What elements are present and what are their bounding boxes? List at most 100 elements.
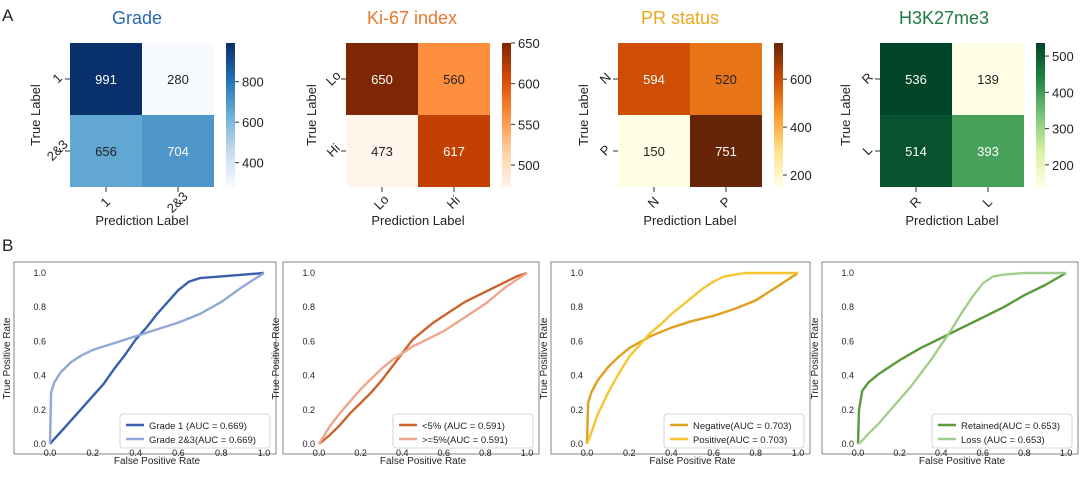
y-tick-label: 0.6 (302, 336, 315, 346)
x-tick-label: P (717, 194, 734, 211)
x-axis-label: False Positive Rate (114, 456, 201, 467)
roc-panel-1: 0.00.0 0.2 0.2 0.4 0.4 0.6 0.6 0.8 0.8 1.0 1.0 Fals… (2, 261, 277, 467)
heatmap-cell (70, 115, 142, 187)
y-tick-label: 0.0 (841, 439, 854, 449)
cell-value-label: 751 (715, 144, 737, 159)
roc-series-line (49, 271, 265, 445)
y-tick-label: 0.8 (570, 302, 583, 312)
heatmap-cell (142, 43, 214, 115)
x-tick-label: L (979, 194, 995, 210)
y-tick-label: 0.6 (33, 336, 46, 346)
x-tick-label: 0.6 (172, 448, 185, 458)
x-tick-label: 0.2 (87, 448, 100, 458)
y-axis-label: True Label (576, 84, 591, 146)
cell-value-label: 594 (643, 72, 665, 87)
legend-entry: Retained(AUC = 0.653) (961, 421, 1060, 432)
x-tick-label: 0.0 (581, 448, 594, 458)
x-tick-label: 0.4 (396, 448, 409, 458)
y-tick-label: 0.8 (33, 302, 46, 312)
colorbar-tick-label: 550 (518, 117, 540, 132)
y-tick-label: Lo (323, 68, 344, 89)
colorbar (226, 43, 235, 187)
legend-box (392, 413, 534, 449)
colorbar (774, 43, 783, 187)
roc-series-line (585, 271, 799, 445)
chart-title: H3K27me3 (899, 8, 989, 28)
x-axis-label: Prediction Label (371, 213, 464, 228)
heatmap-cell (70, 43, 142, 115)
colorbar-tick-label: 400 (1052, 85, 1074, 100)
legend-box (663, 413, 805, 449)
x-tick-label: 0.6 (438, 448, 451, 458)
colorbar (502, 43, 511, 187)
y-axis-label: True Positive Rate (271, 317, 282, 399)
x-tick-label: 0.8 (215, 448, 228, 458)
heatmap-cell (418, 43, 490, 115)
y-tick-label: P (597, 142, 614, 159)
x-axis-label: Prediction Label (95, 213, 188, 228)
colorbar-tick-label: 200 (1052, 158, 1074, 173)
roc-series-line (317, 271, 528, 445)
x-axis-label: Prediction Label (905, 213, 998, 228)
panel-label-b: B (2, 236, 13, 255)
x-tick-label: 1 (97, 194, 113, 210)
y-axis-label: True Label (838, 84, 853, 146)
cell-value-label: 617 (443, 144, 465, 159)
legend-entry: Positive(AUC = 0.703) (693, 435, 787, 446)
y-tick-label: 1.0 (33, 268, 46, 278)
y-tick-label: 2&3 (44, 137, 71, 164)
roc-series-line (857, 271, 1066, 445)
cell-value-label: 473 (371, 144, 393, 159)
x-tick-label: 0.8 (1018, 448, 1031, 458)
cell-value-label: 656 (95, 144, 117, 159)
heatmap-cell (346, 115, 418, 187)
x-tick-label: 0.2 (893, 448, 906, 458)
y-tick-label: 0.4 (570, 371, 583, 381)
roc-panel-3: 0.00.0 0.2 0.2 0.4 0.4 0.6 0.6 0.8 0.8 1.0 1.0 Fals… (539, 261, 811, 467)
cell-value-label: 650 (371, 72, 393, 87)
legend-entry: Negative(AUC = 0.703) (693, 421, 791, 432)
x-tick-label: Hi (444, 193, 463, 212)
y-tick-label: 0.4 (841, 371, 854, 381)
colorbar-tick-label: 600 (518, 77, 540, 92)
x-axis-label: Prediction Label (643, 213, 736, 228)
y-tick-label: 0.4 (302, 371, 315, 381)
legend-entry: >=5%(AUC = 0.591) (422, 435, 508, 446)
confusion-matrix-4: H3K27me3 536 139 514 393 R L R L True Label Predic… (838, 8, 1074, 228)
cell-value-label: 991 (95, 72, 117, 87)
y-tick-label: 1 (49, 70, 65, 86)
x-tick-label: 0.6 (977, 448, 990, 458)
chart-title: PR status (641, 8, 719, 28)
colorbar-tick-label: 600 (790, 72, 812, 87)
y-axis-label: True Positive Rate (810, 317, 821, 399)
heatmap-cell (690, 43, 762, 115)
confusion-matrix-2: Ki-67 index 650 560 473 617 Lo Hi Lo Hi True Labe… (304, 8, 540, 228)
heatmap-cell (952, 115, 1024, 187)
y-tick-label: 0.2 (33, 405, 46, 415)
heatmap-cell (142, 115, 214, 187)
chart-title: Ki-67 index (367, 8, 457, 28)
roc-curve-row: 0.0 0.0 0.2 0.2 0.4 0.4 0.6 0.6 0.8 0.8 1.0 1.0 Fals… (2, 261, 1079, 467)
heatmap-cell (618, 43, 690, 115)
cell-value-label: 393 (977, 144, 999, 159)
x-tick-label: 0.2 (623, 448, 636, 458)
y-tick-label: 1.0 (841, 268, 854, 278)
cell-value-label: 150 (643, 144, 665, 159)
x-tick-label: 1.0 (258, 448, 271, 458)
roc-series-line (48, 271, 265, 445)
colorbar-tick-label: 400 (790, 120, 812, 135)
colorbar-tick-label: 500 (518, 158, 540, 173)
colorbar-tick-label: 800 (242, 75, 264, 90)
roc-series-line (856, 271, 1067, 445)
x-tick-label: N (645, 194, 662, 211)
colorbar-tick-label: 650 (518, 36, 540, 51)
colorbar (1036, 43, 1045, 187)
legend-entry: Grade 2&3(AUC = 0.669) (149, 435, 256, 446)
y-tick-label: 1.0 (570, 268, 583, 278)
x-tick-label: 0.2 (354, 448, 367, 458)
x-tick-label: 2&3 (164, 189, 191, 216)
colorbar-tick-label: 600 (242, 115, 264, 130)
chart-title: Grade (112, 8, 162, 28)
roc-panel-4: 0.00.0 0.2 0.2 0.4 0.4 0.6 0.6 0.8 0.8 1.0 1.0 Fals… (810, 261, 1079, 467)
